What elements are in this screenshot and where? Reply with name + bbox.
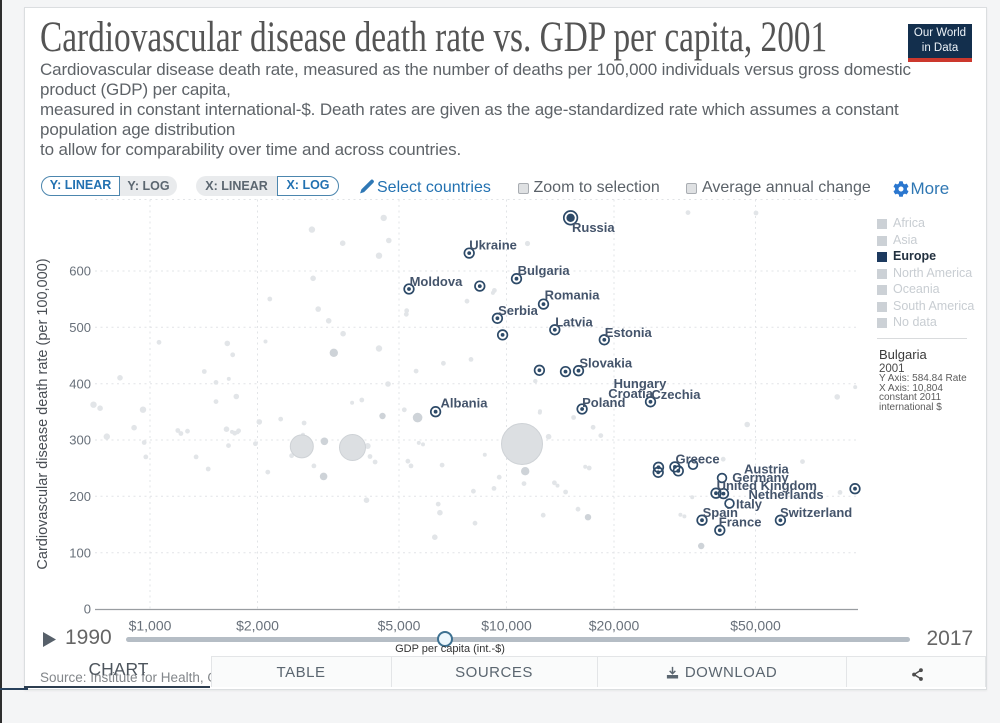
svg-text:300: 300 — [69, 433, 91, 448]
svg-text:Bulgaria: Bulgaria — [518, 263, 571, 278]
svg-text:$5,000: $5,000 — [378, 618, 421, 634]
svg-text:600: 600 — [69, 264, 91, 279]
svg-text:Hungary: Hungary — [614, 376, 668, 391]
svg-text:France: France — [719, 515, 762, 530]
svg-text:Czechia: Czechia — [651, 387, 701, 402]
svg-text:$10,000: $10,000 — [481, 618, 532, 634]
svg-text:200: 200 — [69, 489, 91, 504]
svg-text:Moldova: Moldova — [410, 274, 463, 289]
svg-text:Greece: Greece — [676, 452, 720, 467]
svg-text:Slovakia: Slovakia — [579, 355, 633, 370]
svg-text:Netherlands: Netherlands — [749, 487, 824, 502]
svg-text:Romania: Romania — [545, 288, 601, 303]
svg-text:Serbia: Serbia — [498, 303, 539, 318]
svg-text:Russia: Russia — [572, 220, 615, 235]
svg-text:Latvia: Latvia — [555, 315, 593, 330]
svg-text:$50,000: $50,000 — [730, 618, 781, 634]
svg-text:Italy: Italy — [736, 497, 763, 512]
svg-text:Croatia: Croatia — [608, 386, 654, 401]
svg-text:Cardiovascular disease death r: Cardiovascular disease death rate (per 1… — [35, 258, 51, 569]
svg-text:Ukraine: Ukraine — [469, 237, 517, 252]
svg-text:0: 0 — [84, 602, 91, 617]
svg-text:Spain: Spain — [703, 505, 738, 520]
svg-text:Austria: Austria — [744, 461, 790, 476]
svg-text:Germany: Germany — [732, 470, 789, 485]
svg-text:$20,000: $20,000 — [589, 618, 640, 634]
svg-text:100: 100 — [69, 545, 91, 560]
svg-text:Estonia: Estonia — [605, 325, 653, 340]
svg-text:500: 500 — [69, 320, 91, 335]
svg-text:$1,000: $1,000 — [129, 618, 172, 634]
svg-text:Switzerland: Switzerland — [780, 505, 852, 520]
svg-text:Albania: Albania — [441, 395, 489, 410]
svg-text:Poland: Poland — [582, 395, 625, 410]
svg-text:$2,000: $2,000 — [236, 618, 279, 634]
svg-text:United Kingdom: United Kingdom — [717, 478, 817, 493]
svg-text:400: 400 — [69, 376, 91, 391]
